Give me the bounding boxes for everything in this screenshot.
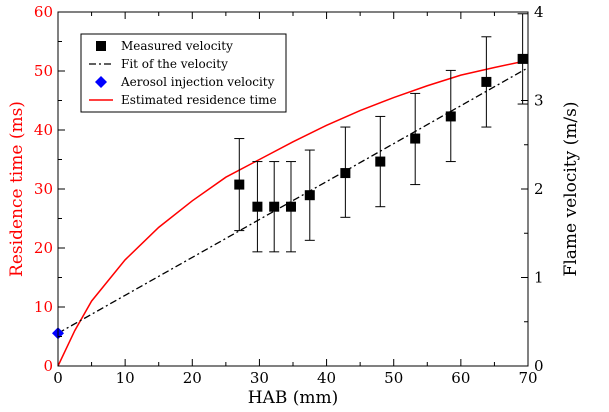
left-y-tick-label: 60 — [34, 3, 53, 21]
residence-time-line — [57, 59, 529, 367]
measured-velocity-point — [304, 190, 315, 201]
measured-velocity-point — [375, 156, 386, 167]
legend-symbol-injection — [95, 76, 107, 88]
x-tick-label: 0 — [53, 369, 63, 387]
x-axis-title: HAB (mm) — [248, 388, 339, 408]
legend: Measured velocity Fit of the velocity Ae… — [80, 33, 287, 113]
right-y-tick-label: 3 — [534, 92, 544, 110]
right-y-axis-title: Flame velocity (m/s) — [561, 102, 581, 277]
left-y-tick-label: 10 — [34, 298, 53, 316]
x-tick-label: 30 — [250, 369, 269, 387]
right-y-tick-label: 1 — [534, 269, 544, 287]
x-tick-label: 40 — [317, 369, 336, 387]
measured-velocity-point — [410, 133, 421, 144]
measured-velocity-point — [269, 201, 280, 212]
measured-velocity-point — [517, 53, 528, 64]
x-tick-label: 20 — [183, 369, 202, 387]
legend-symbol-measured — [96, 41, 106, 51]
measured-velocity-point — [252, 201, 263, 212]
left-y-tick-label: 50 — [34, 62, 53, 80]
measured-velocity-point — [445, 111, 456, 122]
left-y-tick-label: 0 — [43, 357, 53, 375]
left-y-tick-label: 40 — [34, 121, 53, 139]
right-y-tick-label: 4 — [534, 3, 544, 21]
legend-label-measured: Measured velocity — [121, 39, 233, 53]
left-y-tick-label: 30 — [34, 180, 53, 198]
left-y-axis-title: Residence time (ms) — [7, 101, 27, 277]
legend-box — [80, 33, 287, 113]
left-y-tick-label: 20 — [34, 239, 53, 257]
measured-velocity-point — [234, 179, 245, 190]
right-y-tick-label: 0 — [534, 357, 544, 375]
legend-label-residence: Estimated residence time — [121, 93, 277, 107]
x-tick-label: 10 — [116, 369, 135, 387]
measured-velocity-point — [481, 76, 492, 87]
legend-label-fit: Fit of the velocity — [121, 57, 228, 71]
x-tick-label: 50 — [384, 369, 403, 387]
x-tick-label: 70 — [518, 369, 537, 387]
x-tick-label: 60 — [451, 369, 470, 387]
measured-velocity-point — [285, 201, 296, 212]
legend-label-injection: Aerosol injection velocity — [120, 75, 275, 89]
right-y-tick-label: 2 — [534, 180, 544, 198]
measured-velocity-point — [340, 168, 351, 179]
